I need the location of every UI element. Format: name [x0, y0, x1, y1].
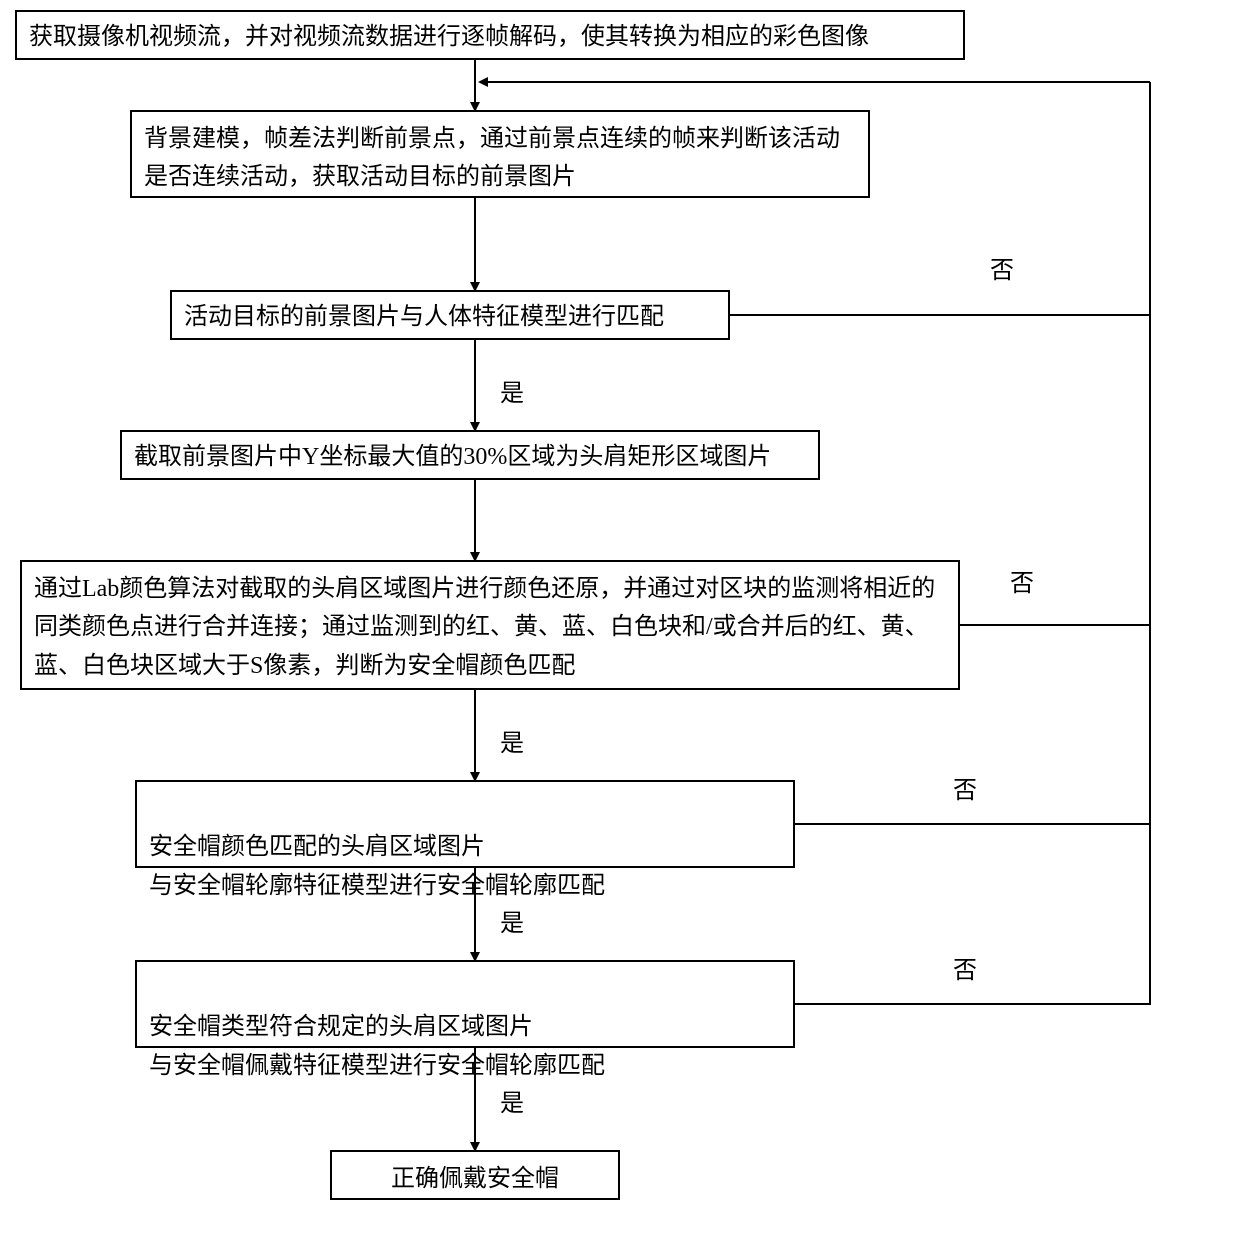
node-n7-text: 安全帽类型符合规定的头肩区域图片 与安全帽佩戴特征模型进行安全帽轮廓匹配 — [149, 1014, 605, 1078]
node-n3-text: 活动目标的前景图片与人体特征模型进行匹配 — [184, 304, 664, 330]
label-yes-n3: 是 — [500, 373, 524, 408]
label-no-n5: 否 — [1010, 563, 1034, 598]
label-yes-n5: 是 — [500, 723, 524, 758]
node-n5: 通过Lab颜色算法对截取的头肩区域图片进行颜色还原，并通过对区块的监测将相近的同… — [20, 560, 960, 690]
node-n4: 截取前景图片中Y坐标最大值的30%区域为头肩矩形区域图片 — [120, 430, 820, 480]
node-n7: 安全帽类型符合规定的头肩区域图片 与安全帽佩戴特征模型进行安全帽轮廓匹配 — [135, 960, 795, 1048]
node-n6: 安全帽颜色匹配的头肩区域图片 与安全帽轮廓特征模型进行安全帽轮廓匹配 — [135, 780, 795, 868]
node-n6-text: 安全帽颜色匹配的头肩区域图片 与安全帽轮廓特征模型进行安全帽轮廓匹配 — [149, 834, 605, 898]
node-n8-text: 正确佩戴安全帽 — [391, 1166, 559, 1192]
label-no-n7: 否 — [953, 950, 977, 985]
label-no-n3: 否 — [990, 250, 1014, 285]
node-n2: 背景建模，帧差法判断前景点，通过前景点连续的帧来判断该活动是否连续活动，获取活动… — [130, 110, 870, 198]
node-n2-text: 背景建模，帧差法判断前景点，通过前景点连续的帧来判断该活动是否连续活动，获取活动… — [144, 126, 840, 190]
label-yes-n6: 是 — [500, 903, 524, 938]
node-n8: 正确佩戴安全帽 — [330, 1150, 620, 1200]
node-n1: 获取摄像机视频流，并对视频流数据进行逐帧解码，使其转换为相应的彩色图像 — [15, 10, 965, 60]
node-n1-text: 获取摄像机视频流，并对视频流数据进行逐帧解码，使其转换为相应的彩色图像 — [29, 24, 869, 50]
node-n3: 活动目标的前景图片与人体特征模型进行匹配 — [170, 290, 730, 340]
node-n5-text: 通过Lab颜色算法对截取的头肩区域图片进行颜色还原，并通过对区块的监测将相近的同… — [34, 576, 935, 679]
node-n4-text: 截取前景图片中Y坐标最大值的30%区域为头肩矩形区域图片 — [134, 444, 771, 470]
label-yes-n7: 是 — [500, 1083, 524, 1118]
label-no-n6: 否 — [953, 770, 977, 805]
flowchart-canvas: 获取摄像机视频流，并对视频流数据进行逐帧解码，使其转换为相应的彩色图像 背景建模… — [0, 0, 1240, 1257]
